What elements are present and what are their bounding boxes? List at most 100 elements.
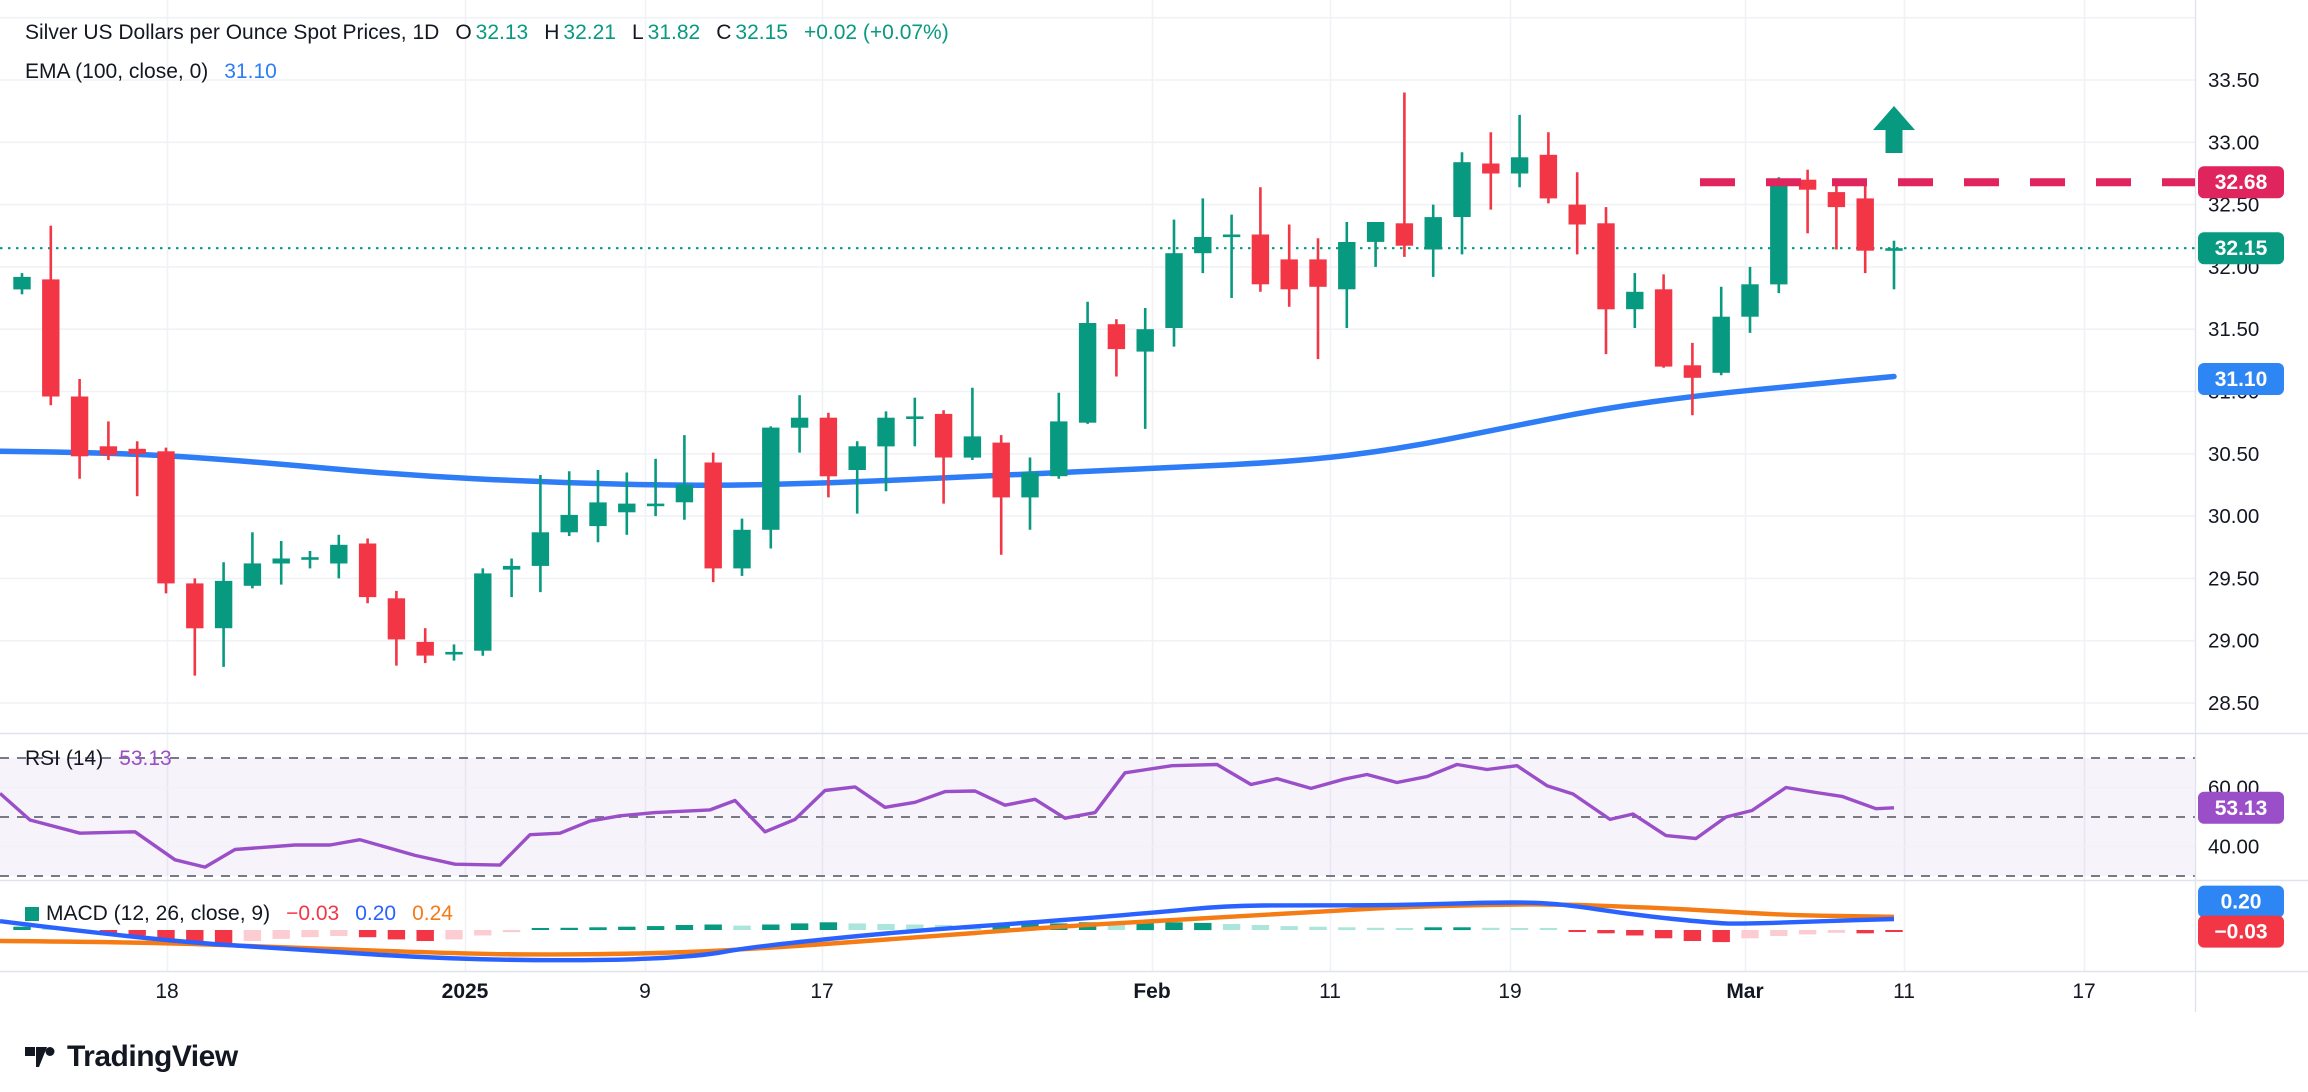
rsi-label: RSI (14) [25,747,104,770]
candle-50 [1453,162,1471,217]
macd-line-badge: 0.20 [2198,885,2284,918]
macd-hist-value: −0.03 [286,902,340,925]
macd-label: MACD (12, 26, close, 9) [46,902,271,925]
macd-series-icon [25,907,39,921]
candle-54 [1568,204,1586,225]
low-value: 31.82 [647,21,701,44]
candle-36 [1050,421,1068,477]
high-label: H [544,21,560,44]
time-label-11: 11 [1893,980,1915,1003]
candle-25 [733,529,751,569]
price-tick-30.00: 30.00 [2208,505,2259,528]
time-axis[interactable]: 18 2025 9 17 Feb 11 19 Mar 11 17 [155,980,2095,1003]
candle-26 [762,427,780,530]
low-label: L [631,21,644,44]
rsi-tick-40: 40.00 [2208,836,2259,859]
open-label: O [455,21,472,44]
time-label-Feb: Feb [1133,980,1170,1003]
rsi-value: 53.13 [119,747,172,770]
candle-64 [1856,198,1874,251]
time-label-17: 17 [810,980,833,1003]
candle-20 [589,502,607,527]
macd-line-value: 0.20 [355,902,397,925]
candle-21 [618,503,636,513]
time-label-2025: 2025 [442,980,489,1003]
ema-legend[interactable]: EMA (100, close, 0) 31.10 [25,61,277,82]
candle-49 [1424,217,1442,250]
candle-9 [272,558,290,564]
price-tick-29.50: 29.50 [2208,567,2259,590]
macd-legend[interactable]: MACD (12, 26, close, 9) −0.03 0.20 0.24 [25,903,453,924]
candle-28 [819,417,838,477]
candle-27 [790,417,809,428]
price-tick-30.50: 30.50 [2208,443,2259,466]
candle-14 [416,641,434,656]
time-label-19: 19 [1498,980,1521,1003]
candle-19 [560,514,578,533]
last-price-badge: 32.15 [2198,232,2284,265]
high-value: 32.21 [563,21,616,44]
macd-histogram [13,922,1903,944]
ema-value: 31.10 [224,60,277,83]
candle-4 [128,448,146,454]
tradingview-logo-text: TradingView [67,1040,238,1073]
close-value: 32.15 [735,21,788,44]
candle-17 [502,565,521,570]
rsi-legend[interactable]: RSI (14) 53.13 [25,748,172,769]
tradingview-logo-icon [25,1047,55,1067]
candle-39 [1136,329,1154,352]
price-tick-28.50: 28.50 [2208,692,2259,715]
candle-2 [70,396,89,457]
candle-56 [1626,291,1644,310]
candle-43 [1251,234,1270,285]
candle-6 [186,583,204,629]
candle-37 [1078,323,1097,423]
candle-42 [1222,234,1241,238]
resistance-badge: 32.68 [2198,166,2284,199]
candle-7 [214,580,233,629]
candle-3 [99,446,118,455]
tradingview-logo[interactable]: TradingView [24,1040,238,1074]
svg-text:32.68: 32.68 [2215,171,2268,194]
candle-61 [1770,179,1788,285]
macd-lines [0,900,1895,963]
candle-48 [1395,223,1414,246]
change-value: +0.02 (+0.07%) [803,21,949,44]
candle-59 [1712,316,1730,373]
candle-35 [1021,472,1039,498]
symbol-legend[interactable]: Silver US Dollars per Ounce Spot Prices,… [25,22,949,43]
price-tick-29.00: 29.00 [2208,630,2259,653]
candle-40 [1165,253,1183,328]
candle-10 [301,557,319,560]
rsi-band [0,757,2195,877]
candle-47 [1366,222,1385,242]
open-value: 32.13 [475,21,529,44]
candles [13,92,1903,676]
time-label-18: 18 [155,980,178,1003]
candle-13 [387,598,406,640]
close-label: C [716,21,732,44]
candle-0 [13,276,31,290]
chart-canvas[interactable]: 33.5033.0032.5032.0031.5031.0030.5030.00… [0,0,2308,1016]
candle-58 [1683,365,1702,378]
candle-52 [1510,157,1529,174]
ema-label: EMA (100, close, 0) [25,60,209,83]
candle-8 [243,563,262,586]
svg-text:31.10: 31.10 [2215,368,2268,391]
candle-23 [675,484,694,503]
candle-62 [1798,179,1817,190]
candle-45 [1309,259,1327,287]
price-tick-32.50: 32.50 [2208,194,2259,217]
time-label-Mar: Mar [1726,980,1763,1003]
candle-60 [1741,284,1759,317]
candle-15 [445,651,463,655]
candle-44 [1280,259,1298,290]
candle-22 [646,503,665,507]
time-label-17: 17 [2072,980,2095,1003]
symbol-title: Silver US Dollars per Ounce Spot Prices,… [25,21,440,44]
macd-hist-badge: −0.03 [2198,915,2284,948]
candle-57 [1654,289,1673,367]
up-arrow-marker [1873,106,1915,153]
candle-32 [934,413,953,458]
candle-18 [531,532,550,566]
